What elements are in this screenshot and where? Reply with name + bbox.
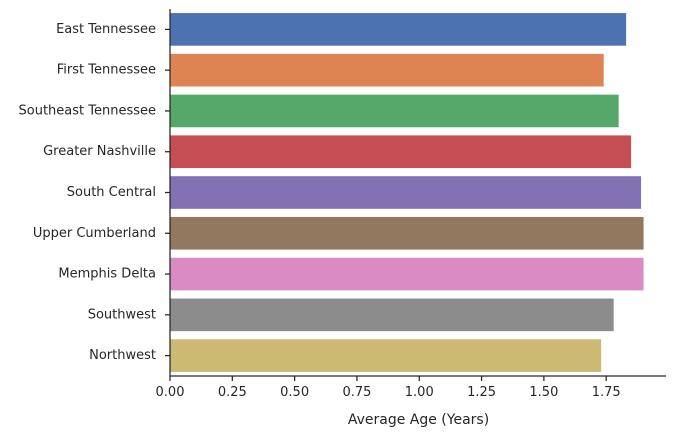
y-tick-label: Southeast Tennessee [19,103,157,118]
x-tick-label: 1.00 [405,385,434,400]
bar-upper-cumberland [170,216,644,250]
x-tick-label: 0.50 [280,385,309,400]
x-tick-label: 0.75 [342,385,371,400]
x-axis-title: Average Age (Years) [348,412,489,428]
y-tick-label: Northwest [89,348,156,363]
y-tick-label: Upper Cumberland [33,226,156,241]
bar-greater-nashville [170,135,632,169]
x-tick-label: 1.25 [467,385,496,400]
y-tick-label: South Central [67,185,156,200]
x-tick-label: 1.50 [529,385,558,400]
bar-southwest [170,298,614,332]
y-axis-ticks: East Tennessee First Tennessee Southeast T… [19,22,170,363]
bar-south-central [170,176,642,209]
bar-southeast-tennessee [170,94,619,128]
y-tick-label: Greater Nashville [43,144,156,159]
x-axis-ticks: 0.00 0.25 0.50 0.75 1.00 1.25 1.50 1.75 [156,376,621,400]
bar-memphis-delta [170,257,644,291]
x-tick-label: 0.00 [156,385,185,400]
bar-first-tennessee [170,53,604,87]
y-tick-label: East Tennessee [56,22,156,37]
x-tick-label: 0.25 [218,385,247,400]
y-tick-label: First Tennessee [57,63,156,78]
bar-northwest [170,339,602,372]
bars-layer [170,13,644,372]
bar-east-tennessee [170,13,627,46]
y-tick-label: Southwest [88,307,156,322]
x-tick-label: 1.75 [592,385,621,400]
y-tick-label: Memphis Delta [58,267,156,282]
